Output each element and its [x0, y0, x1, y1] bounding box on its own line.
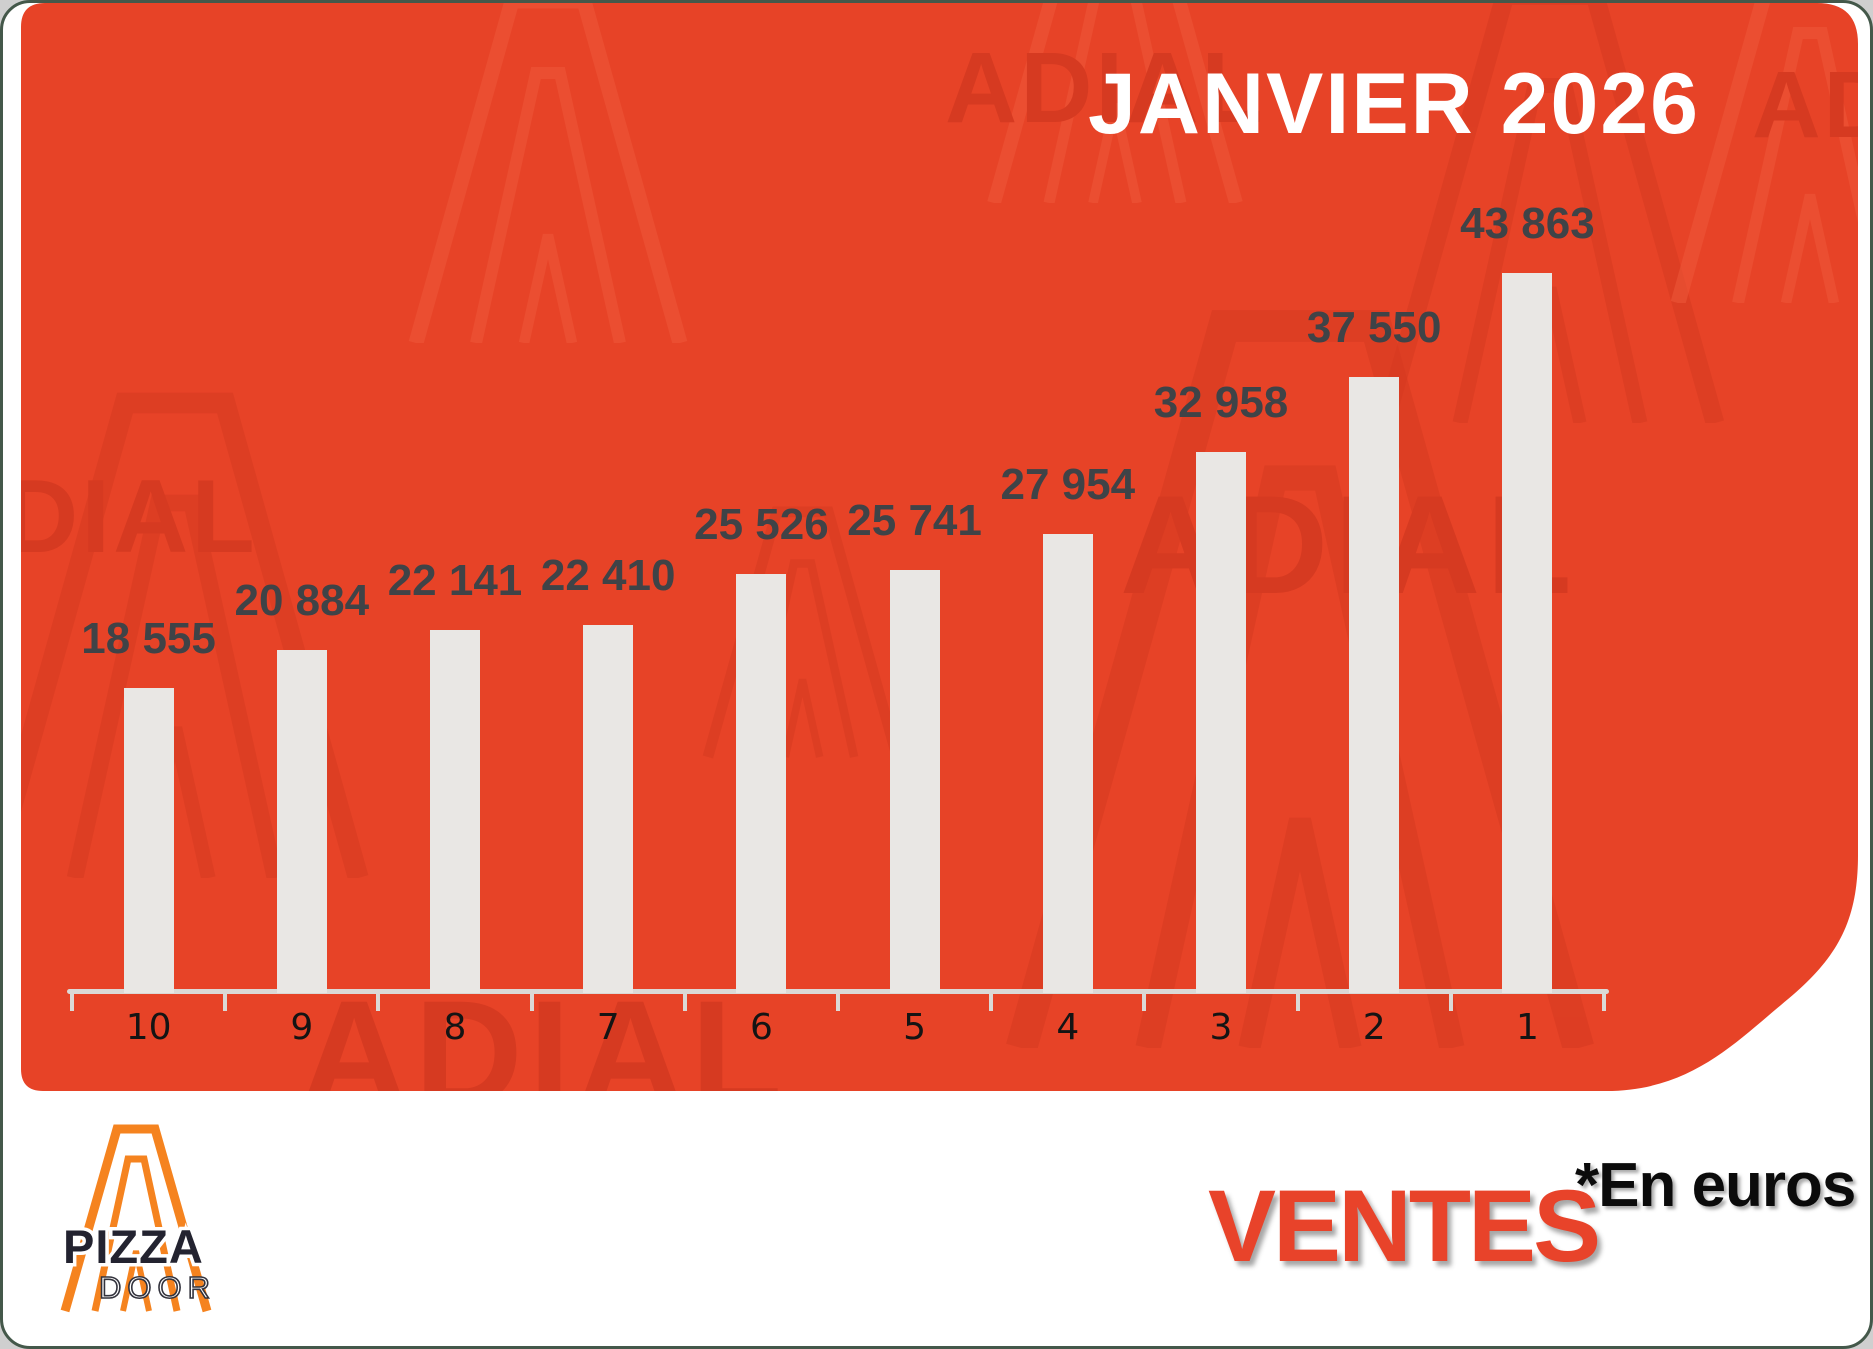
x-tick-label: 10	[125, 1007, 172, 1048]
bar-value-label: 43 863	[1460, 199, 1595, 248]
logo-pizza-text: PIZZA	[63, 1220, 204, 1273]
bar	[1502, 273, 1552, 993]
adial-watermark-text: ADIAL	[81, 459, 258, 575]
bar	[124, 688, 174, 993]
bar	[583, 625, 633, 993]
x-axis-tick	[530, 991, 534, 1011]
bar	[277, 650, 327, 993]
adial-a-watermark-icon	[695, 408, 910, 848]
bar	[1196, 452, 1246, 993]
bar-value-label: 37 550	[1306, 303, 1442, 352]
bar-value-label: 22 141	[387, 556, 523, 605]
x-tick-label: 1	[1515, 1007, 1539, 1048]
adial-watermark-text: ADIAL	[300, 969, 789, 1091]
x-axis-tick	[1449, 991, 1453, 1011]
bar-value-label: 32 958	[1153, 378, 1289, 427]
bar	[430, 630, 480, 993]
pizza-door-a-icon: PIZZA DOOR	[60, 1124, 216, 1313]
x-tick-label: 5	[903, 1007, 927, 1048]
bar-value-label: 25 741	[847, 496, 982, 545]
x-axis-tick	[683, 991, 687, 1011]
bar-value-label: 20 884	[234, 576, 370, 625]
x-axis-tick	[836, 991, 840, 1011]
pizza-door-logo: PIZZA DOOR	[51, 1115, 221, 1315]
x-tick-label: 6	[749, 1007, 773, 1048]
bar-value-label: 25 526	[694, 500, 829, 549]
chart-panel: ADIAL ADIAL ADIAL ADIAL ADIAL JANVIER 20…	[21, 3, 1858, 1091]
bar	[736, 574, 786, 993]
x-axis-tick	[1142, 991, 1146, 1011]
x-tick-label: 9	[290, 1007, 314, 1048]
x-tick-label: 3	[1209, 1007, 1233, 1048]
bar-value-label: 22 410	[540, 551, 676, 600]
adial-watermark-text: ADIAL	[1120, 475, 1578, 615]
unit-note: *En euros	[1575, 1151, 1856, 1220]
logo-door-text: DOOR	[99, 1270, 216, 1305]
x-axis-tick	[1602, 991, 1606, 1011]
x-tick-label: 7	[596, 1007, 620, 1048]
bar-value-label: 18 555	[81, 614, 216, 663]
adial-watermark-text: ADIAL	[1752, 52, 1824, 158]
x-axis-tick	[70, 991, 74, 1011]
bar	[890, 570, 940, 993]
x-axis-tick	[989, 991, 993, 1011]
bar	[1349, 377, 1399, 993]
x-axis-tick	[1296, 991, 1300, 1011]
bar	[1043, 534, 1093, 993]
x-tick-label: 8	[443, 1007, 467, 1048]
ventes-caption: VENTES	[1208, 1169, 1601, 1283]
x-tick-label: 2	[1362, 1007, 1386, 1048]
bar-value-label: 27 954	[1000, 460, 1136, 509]
adial-watermark-text: ADIAL	[945, 32, 1266, 144]
x-axis-tick	[223, 991, 227, 1011]
adial-a-watermark-icon	[398, 3, 698, 343]
x-tick-label: 4	[1056, 1007, 1080, 1048]
x-axis-tick	[376, 991, 380, 1011]
chart-title: JANVIER 2026	[1088, 56, 1700, 152]
